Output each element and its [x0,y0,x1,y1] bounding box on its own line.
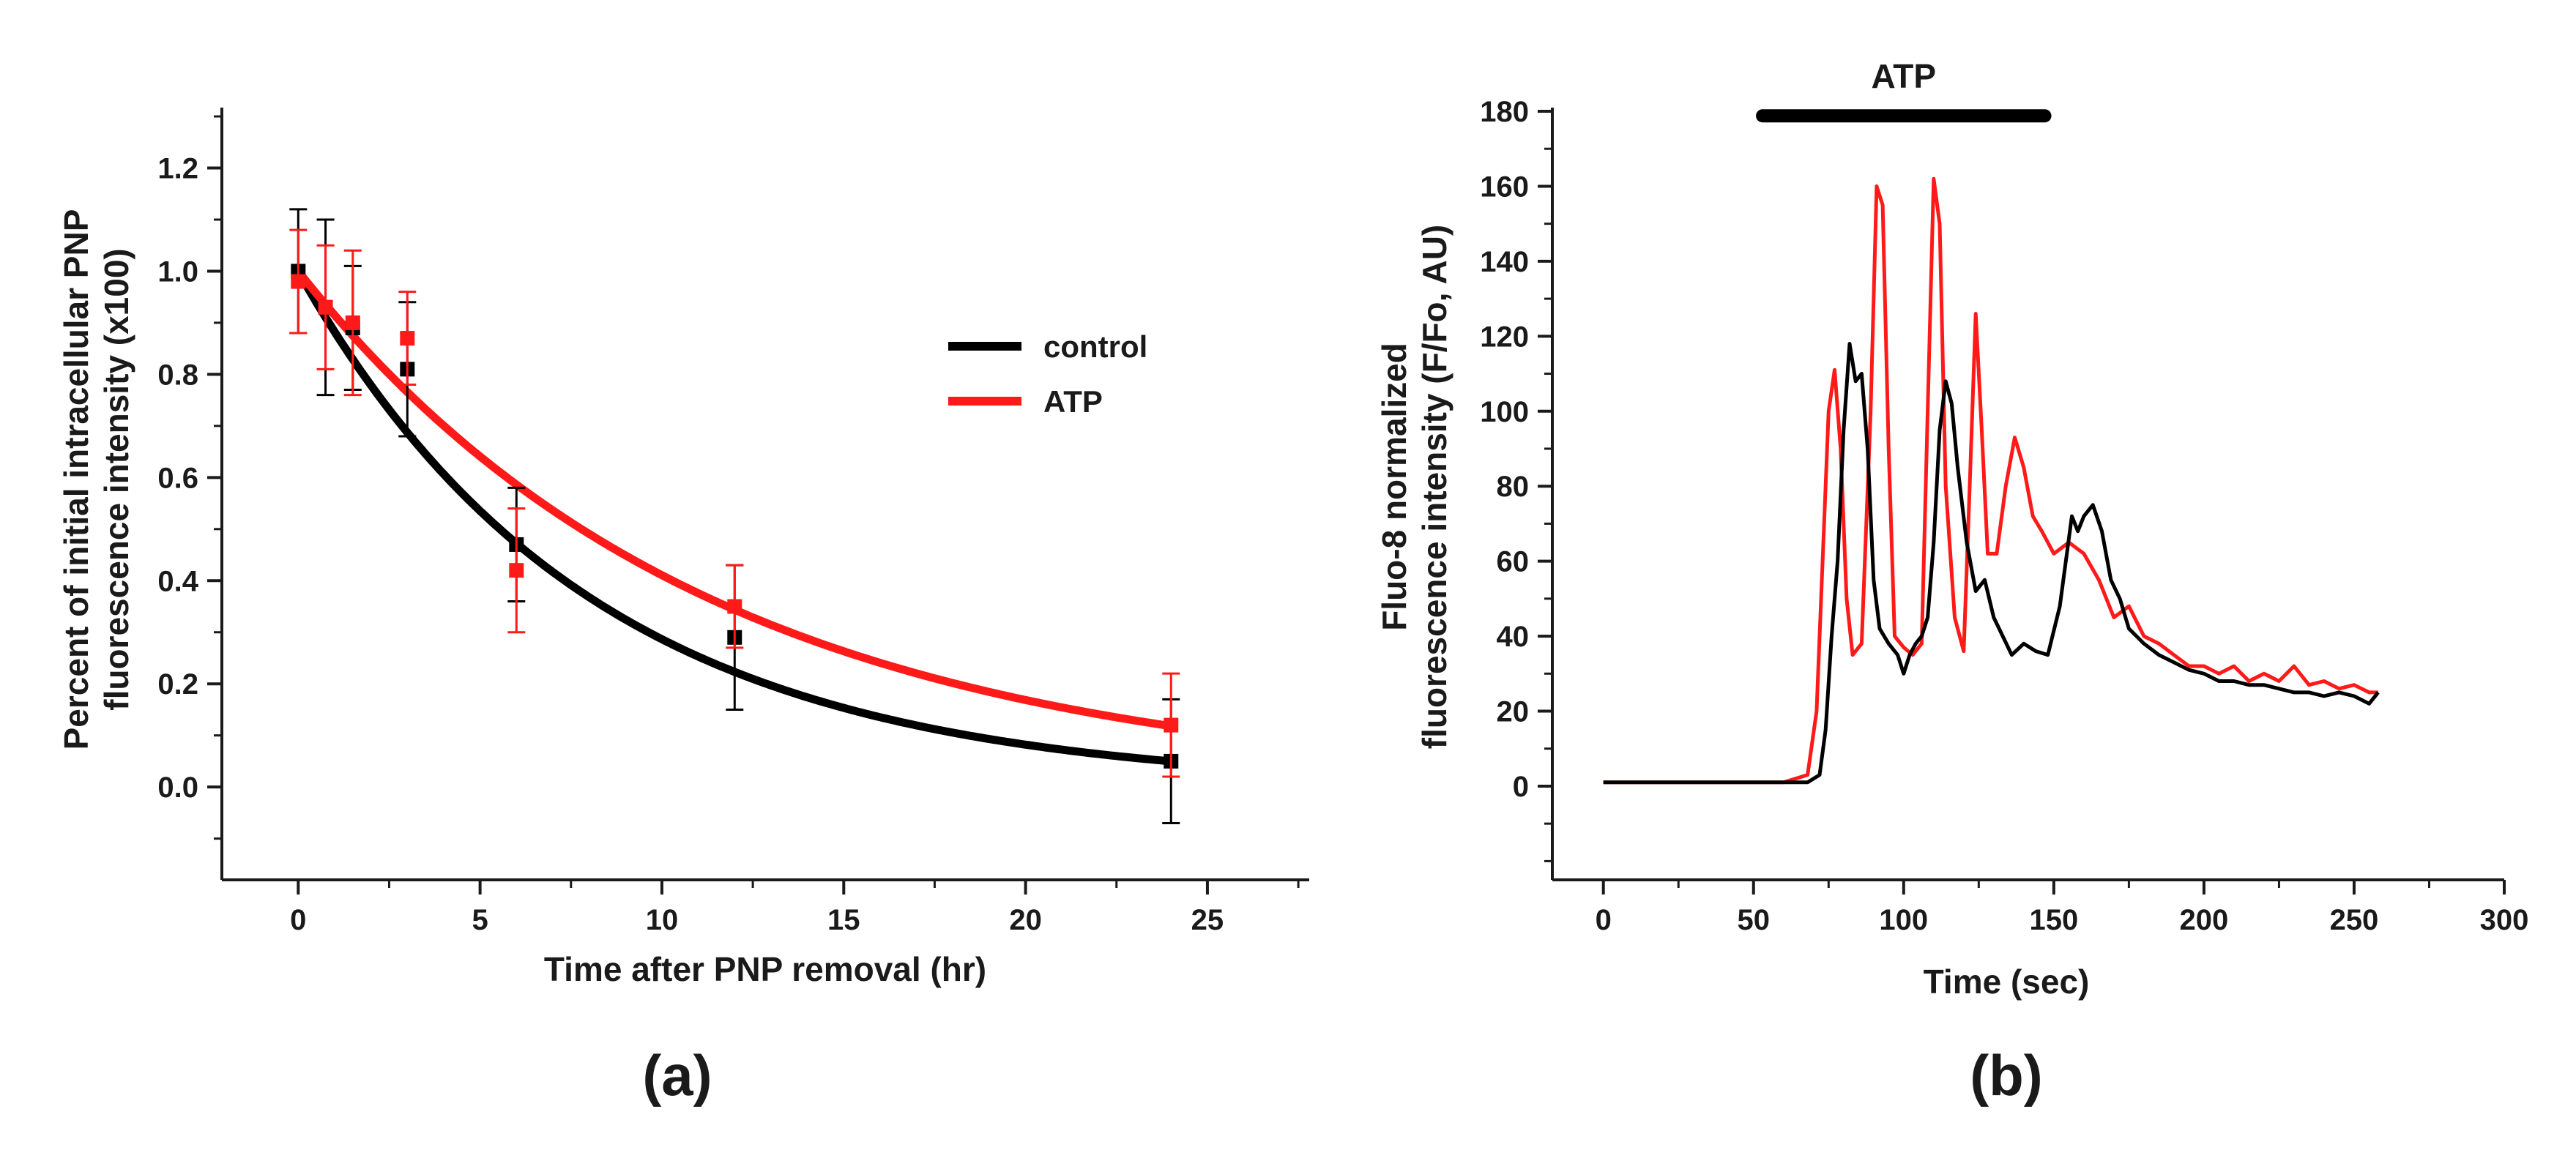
panel-b-y-axis-label-line-1: Fluo-8 normalized [1375,343,1413,631]
panel-b-y-axis-label: Fluo-8 normalized fluorescence intensity… [1375,225,1453,750]
panel-a-chart: 0 5 10 15 20 25 0.0 0.2 0.4 0.6 0.8 1.0 1.2 control … [57,108,1309,1108]
x-tick-label: 5 [472,904,488,936]
panel-a-y-axis-label-line-1: Percent of initial intracellular PNP [57,209,95,750]
x-tick-label: 250 [2330,904,2379,936]
y-tick-label: 0.2 [157,668,198,701]
panel-b-x-axis-label: Time (sec) [1924,963,2090,1001]
series-atp [289,228,1180,778]
trace-atp [1603,176,2378,785]
panel-b-series [1603,176,2380,785]
x-tick-label: 100 [1879,904,1928,936]
y-tick-label: 100 [1480,396,1529,428]
y-tick-label: 1.0 [157,255,198,288]
panel-a-axes: 0 5 10 15 20 25 0.0 0.2 0.4 0.6 0.8 1.0 1.2 [157,108,1309,936]
y-tick-label: 0.0 [157,772,198,804]
y-tick-label: 180 [1480,96,1529,128]
y-tick-label: 0.4 [157,565,198,597]
x-tick-label: 0 [1596,904,1612,936]
series-control [289,208,1180,824]
y-tick-label: 140 [1480,246,1529,278]
panel-b-chart: 0 50 100 150 200 250 300 0 20 40 60 80 100 120 140 160 1… [1375,57,2528,1108]
legend-label-control: control [1043,329,1147,364]
y-tick-label: 80 [1497,471,1530,503]
y-tick-label: 0 [1513,771,1529,803]
panel-a-y-axis-label-line-2: fluorescence intensity (x100) [97,248,135,710]
data-point [345,315,360,330]
y-tick-label: 0.6 [157,462,198,494]
panel-a-label: (a) [642,1043,712,1108]
x-tick-label: 50 [1738,904,1771,936]
panel-b-axes: 0 50 100 150 200 250 300 0 20 40 60 80 100 120 140 160 1… [1480,96,2528,936]
x-tick-label: 0 [290,904,306,936]
panel-b-treatment-bar-label: ATP [1872,57,1937,95]
y-tick-label: 20 [1497,696,1530,728]
panel-b-y-axis-label-line-2: fluorescence intensity (F/Fo, AU) [1415,225,1453,750]
data-point [318,299,333,315]
x-tick-label: 10 [646,904,679,936]
data-point [509,563,524,578]
panel-a-x-axis-label: Time after PNP removal (hr) [544,950,986,988]
data-point [1164,717,1179,733]
data-point [291,274,306,289]
panel-b-label: (b) [1970,1043,2043,1108]
trace-control [1603,342,2380,785]
y-tick-label: 60 [1497,546,1530,578]
y-tick-label: 160 [1480,171,1529,203]
x-tick-label: 20 [1009,904,1042,936]
y-tick-label: 1.2 [157,153,198,185]
y-tick-label: 40 [1497,621,1530,653]
x-tick-label: 15 [827,904,860,936]
y-tick-label: 0.8 [157,359,198,391]
panel-a-y-axis-label: Percent of initial intracellular PNP flu… [57,209,135,750]
data-point [400,331,415,346]
x-tick-label: 200 [2180,904,2229,936]
x-tick-label: 25 [1191,904,1224,936]
x-tick-label: 150 [2029,904,2078,936]
legend-label-atp: ATP [1043,384,1103,419]
x-tick-label: 300 [2480,904,2529,936]
y-tick-label: 120 [1480,321,1529,353]
data-point [727,599,742,614]
panel-a-data-points [289,208,1180,824]
panel-a-legend: control ATP [948,329,1147,419]
